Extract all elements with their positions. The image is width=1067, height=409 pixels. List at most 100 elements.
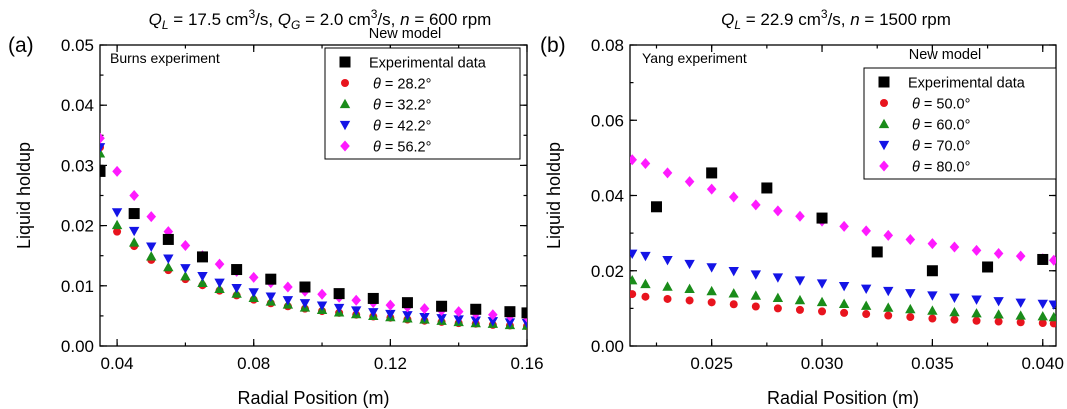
- x-tick-label: 0.12: [374, 354, 407, 373]
- panel-label: (a): [8, 34, 34, 57]
- data-point-triangle-down: [949, 293, 960, 304]
- legend-entry-label: θ = 32.2°: [373, 98, 431, 114]
- data-point-diamond: [927, 238, 938, 250]
- legend-entry-part: θ: [912, 160, 920, 176]
- data-point-circle: [795, 305, 804, 314]
- data-point-triangle-up: [197, 277, 208, 287]
- data-point-triangle-down: [487, 317, 499, 327]
- data-point-triangle-up: [100, 148, 106, 158]
- data-point-triangle-up: [883, 302, 894, 312]
- data-point-triangle-up: [728, 288, 739, 298]
- panel-title-part: Q: [721, 10, 734, 29]
- data-point-diamond: [751, 199, 761, 211]
- data-point-circle: [751, 302, 760, 311]
- legend-entry-part: θ: [912, 139, 920, 155]
- data-point-square: [982, 261, 994, 273]
- x-tick-label: 0.04: [101, 354, 134, 373]
- data-point-triangle-down: [838, 282, 850, 292]
- data-point-triangle-down: [248, 288, 259, 298]
- data-point-circle: [840, 308, 849, 317]
- data-point-diamond: [993, 247, 1004, 259]
- legend-entry-label: θ = 42.2°: [373, 119, 431, 135]
- legend-marker: [880, 99, 888, 107]
- data-point-triangle-up: [772, 292, 784, 302]
- data-point-triangle-up: [630, 274, 638, 285]
- y-tick-label: 0.01: [61, 277, 94, 296]
- data-point-square: [196, 251, 208, 263]
- data-point-diamond: [684, 176, 695, 188]
- legend-marker: [878, 76, 890, 88]
- legend-entry-part: = 42.2°: [381, 119, 432, 135]
- data-point-circle: [884, 311, 893, 320]
- legend-entry-part: θ: [912, 97, 920, 113]
- y-tick-label: 0.04: [591, 187, 624, 206]
- y-tick-label: 0.08: [591, 36, 624, 55]
- data-point-triangle-down: [385, 309, 396, 320]
- data-point-circle: [862, 310, 871, 319]
- data-point-triangle-down: [197, 272, 208, 282]
- legend-entry-part: = 80.0°: [920, 160, 971, 176]
- data-point-triangle-up: [993, 309, 1004, 319]
- data-point-triangle-down: [684, 259, 695, 270]
- data-point-circle: [972, 316, 981, 325]
- panel-title: QL = 22.9 cm3/s, n = 1500 rpm: [721, 7, 951, 32]
- data-point-triangle-up: [706, 285, 717, 296]
- x-tick-label: 0.040: [1021, 354, 1064, 373]
- data-point-triangle-up: [163, 261, 174, 272]
- panel-title-part: /s,: [828, 10, 851, 29]
- data-point-triangle-down: [905, 289, 916, 299]
- y-tick-label: 0.02: [61, 217, 94, 236]
- data-point-triangle-up: [146, 251, 157, 261]
- data-point-diamond: [488, 309, 498, 321]
- x-tick-label: 0.025: [690, 354, 733, 373]
- y-axis-label: Liquid holdup: [544, 142, 564, 249]
- legend-entry-part: = 50.0°: [920, 97, 971, 113]
- data-point-diamond: [839, 220, 849, 232]
- data-point-diamond: [1015, 250, 1026, 262]
- data-point-triangle-up: [684, 283, 695, 293]
- legend-entry-label: Experimental data: [369, 56, 487, 72]
- legend-marker: [339, 120, 351, 131]
- data-point-circle: [950, 315, 959, 324]
- panel-label: (b): [540, 34, 566, 57]
- panel-title-part: /s,: [377, 10, 400, 29]
- data-point-square: [504, 306, 516, 318]
- data-point-triangle-up: [1048, 311, 1056, 322]
- data-point-triangle-down: [265, 292, 276, 302]
- legend-entry-part: = 70.0°: [920, 139, 971, 155]
- data-point-diamond: [861, 225, 871, 237]
- data-point-square: [128, 208, 140, 220]
- data-point-triangle-down: [883, 286, 894, 297]
- data-point-diamond: [949, 241, 960, 253]
- y-axis-label: Liquid holdup: [14, 142, 34, 249]
- data-point-triangle-down: [402, 311, 413, 321]
- data-point-diamond: [883, 229, 894, 241]
- panel-title-part: Q: [149, 10, 162, 29]
- data-point-triangle-up: [1037, 311, 1048, 321]
- data-point-triangle-up: [662, 281, 673, 291]
- chart-panel-b: 0.025 0.030 0.035 0.040 0.00 0.02 0.04 0.06 0.08…: [540, 7, 1064, 408]
- data-point-triangle-down: [1037, 299, 1048, 310]
- data-point-square: [231, 264, 243, 276]
- y-tick-label: 0.05: [61, 36, 94, 55]
- panel-title-part: L: [734, 18, 741, 32]
- data-point-circle: [818, 307, 827, 316]
- data-point-square: [401, 297, 413, 309]
- data-point-triangle-down: [453, 315, 464, 325]
- legend-entry-label: Experimental data: [908, 76, 1026, 92]
- data-point-diamond: [419, 303, 430, 315]
- legend-marker: [341, 79, 349, 87]
- legend-entry-part: θ: [373, 119, 381, 135]
- data-point-triangle-up: [214, 283, 225, 293]
- data-point-triangle-down: [316, 301, 328, 311]
- x-tick-label: 0.035: [911, 354, 954, 373]
- legend-entry-label: θ = 80.0°: [912, 160, 970, 176]
- data-point-triangle-down: [706, 263, 717, 273]
- data-point-triangle-down: [971, 295, 982, 305]
- data-point-square: [299, 281, 311, 293]
- y-tick-label: 0.03: [61, 156, 94, 175]
- panel-title-part: = 1500 rpm: [860, 10, 951, 29]
- x-axis-label: Radial Position (m): [767, 388, 919, 408]
- data-point-circle: [994, 317, 1003, 326]
- data-point-circle: [685, 296, 694, 305]
